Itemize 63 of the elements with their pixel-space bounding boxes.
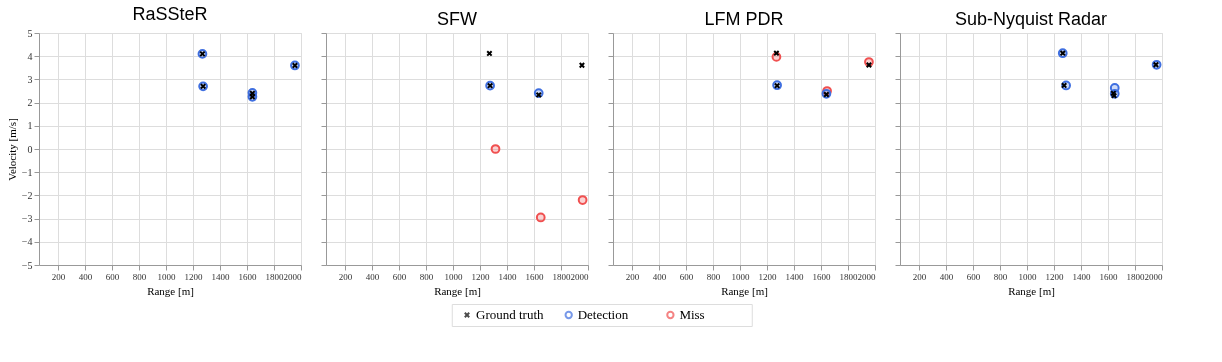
x-tick-label: 1600 [1099, 271, 1118, 282]
x-tick-label: 1000 [731, 271, 750, 282]
x-tick-label: 1800 [265, 271, 284, 282]
x-axis-title: Range [m] [147, 284, 194, 297]
x-tick-label: 1200 [184, 271, 203, 282]
y-tick-label: 3 [27, 73, 33, 85]
chart-title: LFM PDR [704, 8, 784, 29]
y-tick-label: 1 [27, 120, 33, 132]
x-tick-label: 400 [939, 271, 954, 282]
y-tick-label: −3 [21, 213, 33, 225]
x-tick-label: 200 [912, 271, 927, 282]
x-tick-label: 600 [392, 271, 407, 282]
y-tick-label: −4 [21, 236, 33, 248]
x-tick-label: 1800 [552, 271, 571, 282]
y-tick-label: −1 [21, 166, 33, 178]
x-tick-label: 1400 [498, 271, 517, 282]
y-tick-label: −2 [21, 189, 33, 201]
x-tick-label: 1600 [812, 271, 831, 282]
x-tick-label: 600 [679, 271, 694, 282]
x-tick-label: 800 [993, 271, 1008, 282]
legend-label: Detection [577, 307, 629, 322]
x-tick-label: 800 [706, 271, 721, 282]
chart-title: RaSSteR [132, 4, 208, 24]
x-tick-label: 200 [51, 271, 66, 282]
y-tick-label: 5 [27, 27, 33, 39]
x-axis-title: Range [m] [434, 284, 481, 297]
x-tick-label: 1800 [839, 271, 858, 282]
chart-title: SFW [437, 8, 478, 29]
chart-title: Sub-Nyquist Radar [954, 8, 1108, 29]
x-tick-label: 1200 [471, 271, 490, 282]
x-tick-label: 800 [132, 271, 147, 282]
x-tick-label: 1400 [785, 271, 804, 282]
x-tick-label: 600 [966, 271, 981, 282]
x-tick-label: 800 [419, 271, 434, 282]
y-tick-label: 4 [27, 50, 33, 62]
legend-label: Miss [679, 307, 705, 322]
x-tick-label: 1400 [1072, 271, 1091, 282]
x-tick-label: 400 [78, 271, 93, 282]
x-tick-label: 1600 [525, 271, 544, 282]
x-axis-title: Range [m] [1008, 284, 1055, 297]
y-tick-label: −5 [21, 259, 33, 271]
x-tick-label: 1000 [1018, 271, 1037, 282]
x-tick-label: 200 [625, 271, 640, 282]
x-tick-label: 1800 [1126, 271, 1145, 282]
x-tick-label: 1200 [758, 271, 777, 282]
x-tick-label: 1600 [238, 271, 257, 282]
x-tick-label: 1000 [444, 271, 463, 282]
x-axis-title: Range [m] [721, 284, 768, 297]
y-tick-label: 2 [27, 97, 33, 109]
x-tick-label: 2000 [1144, 271, 1164, 282]
y-tick-label: 0 [27, 143, 33, 155]
x-tick-label: 1200 [1045, 271, 1064, 282]
y-axis-title: Velocity [m/s] [5, 118, 18, 181]
legend-label: Ground truth [476, 307, 545, 322]
x-tick-label: 400 [652, 271, 667, 282]
x-tick-label: 200 [338, 271, 353, 282]
x-tick-label: 2000 [283, 271, 303, 282]
x-tick-label: 600 [105, 271, 120, 282]
x-tick-label: 1000 [157, 271, 176, 282]
x-tick-label: 1400 [211, 271, 230, 282]
x-tick-label: 400 [365, 271, 380, 282]
x-tick-label: 2000 [857, 271, 877, 282]
x-tick-label: 2000 [570, 271, 590, 282]
